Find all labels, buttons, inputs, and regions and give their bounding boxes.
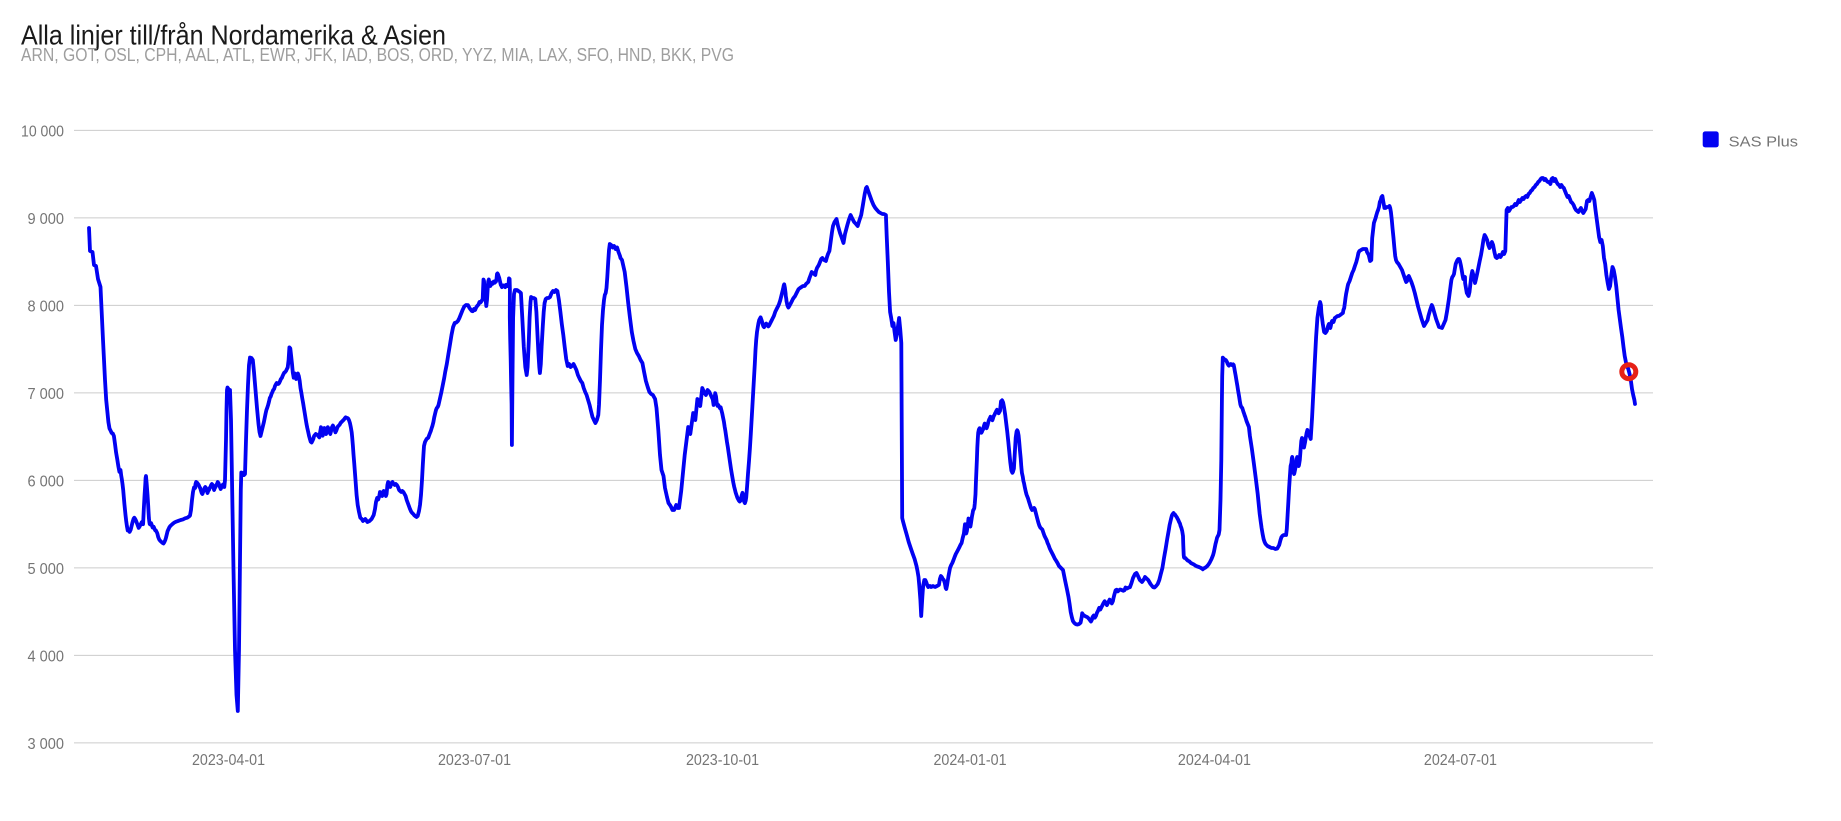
svg-text:9 000: 9 000 [28, 211, 65, 228]
svg-text:3 000: 3 000 [28, 736, 65, 753]
svg-text:2024-01-01: 2024-01-01 [934, 752, 1007, 769]
svg-text:ARN, GOT, OSL, CPH, AAL, ATL,: ARN, GOT, OSL, CPH, AAL, ATL, EWR, JFK, … [21, 45, 734, 65]
svg-text:6 000: 6 000 [28, 474, 65, 491]
svg-text:8 000: 8 000 [28, 299, 65, 316]
svg-text:2024-04-01: 2024-04-01 [1178, 752, 1251, 769]
svg-text:2024-07-01: 2024-07-01 [1424, 752, 1497, 769]
svg-text:2023-04-01: 2023-04-01 [192, 752, 265, 769]
svg-text:5 000: 5 000 [28, 561, 65, 578]
svg-text:Alla linjer till/från Nordamer: Alla linjer till/från Nordamerika & Asie… [21, 20, 446, 51]
svg-text:2023-07-01: 2023-07-01 [438, 752, 511, 769]
svg-text:2023-10-01: 2023-10-01 [686, 752, 759, 769]
svg-text:10 000: 10 000 [21, 124, 64, 141]
svg-text:7 000: 7 000 [28, 386, 65, 403]
svg-text:4 000: 4 000 [28, 649, 65, 666]
svg-text:SAS Plus: SAS Plus [1729, 133, 1798, 150]
